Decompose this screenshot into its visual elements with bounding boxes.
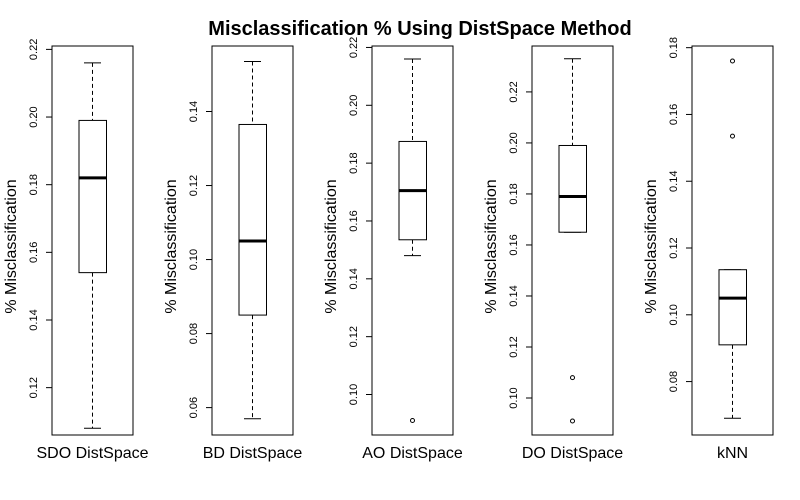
y-tick-label: 0.16 [668,104,680,125]
iqr-box [78,119,107,274]
y-tick-label: 0.10 [348,384,360,405]
category-label: AO DistSpace [362,445,463,462]
y-tick-label: 0.14 [348,268,360,289]
category-label: kNN [717,445,748,462]
y-tick-label: 0.18 [28,174,40,195]
y-tick-label: 0.10 [508,387,520,408]
panel-ao-distspace: 0.10 0.12 0.14 0.16 0.18 0.20 0.22 % Misclassif… [323,37,463,462]
y-tick-label: 0.20 [348,95,360,116]
y-tick-label: 0.10 [668,304,680,325]
y-axis-title: % Misclassification [3,179,20,313]
y-tick-label: 0.12 [668,237,680,258]
iqr-box [718,269,747,346]
outlier-point [730,133,735,139]
panel-do-distspace: 0.10 0.12 0.14 0.16 0.18 0.20 0.22 % Misclassif… [483,45,623,462]
category-label: BD DistSpace [203,445,303,462]
panel-knn: 0.08 0.10 0.12 0.14 0.16 0.18 % Misclassificat… [643,37,774,462]
y-tick-label: 0.12 [188,175,200,196]
plot-frame [691,45,774,436]
y-tick-label: 0.06 [188,397,200,418]
y-tick-label: 0.16 [508,234,520,255]
plot-frame [51,45,134,436]
outlier-point [570,418,575,424]
category-label: SDO DistSpace [36,445,148,462]
y-tick-label: 0.14 [28,309,40,330]
y-axis-title: % Misclassification [163,179,180,313]
plot-frame [371,45,454,436]
y-tick-label: 0.14 [188,101,200,122]
category-label: DO DistSpace [522,445,623,462]
outlier-point [570,375,575,381]
y-tick-label: 0.22 [348,37,360,58]
plot-frame [211,45,294,436]
outlier-point [730,58,735,64]
y-tick-label: 0.18 [508,183,520,204]
chart-title: Misclassification % Using DistSpace Meth… [208,18,631,40]
y-tick-label: 0.22 [28,39,40,60]
y-tick-label: 0.16 [28,242,40,263]
y-axis-title: % Misclassification [323,179,340,313]
iqr-box [238,123,267,316]
y-tick-label: 0.18 [348,152,360,173]
y-tick-label: 0.20 [28,106,40,127]
y-tick-label: 0.08 [188,323,200,344]
y-tick-label: 0.18 [668,37,680,58]
y-axis-title: % Misclassification [483,179,500,313]
y-tick-label: 0.22 [508,81,520,102]
y-tick-label: 0.14 [668,171,680,192]
y-tick-label: 0.14 [508,285,520,306]
y-tick-label: 0.12 [508,336,520,357]
outlier-point [410,418,415,424]
panel-bd-distspace: 0.06 0.08 0.10 0.12 0.14 % Misclassification B… [163,45,303,462]
panels: 0.12 0.14 0.16 0.18 0.20 0.22 % Misclassificat… [3,37,774,462]
y-tick-label: 0.10 [188,249,200,270]
y-tick-label: 0.12 [28,377,40,398]
y-axis-title: % Misclassification [643,179,660,313]
iqr-box [558,144,587,233]
y-tick-label: 0.20 [508,132,520,153]
y-tick-label: 0.12 [348,326,360,347]
y-tick-label: 0.08 [668,371,680,392]
y-tick-label: 0.16 [348,210,360,231]
panel-sdo-distspace: 0.12 0.14 0.16 0.18 0.20 0.22 % Misclassificat… [3,39,149,462]
plot-frame [531,45,614,436]
